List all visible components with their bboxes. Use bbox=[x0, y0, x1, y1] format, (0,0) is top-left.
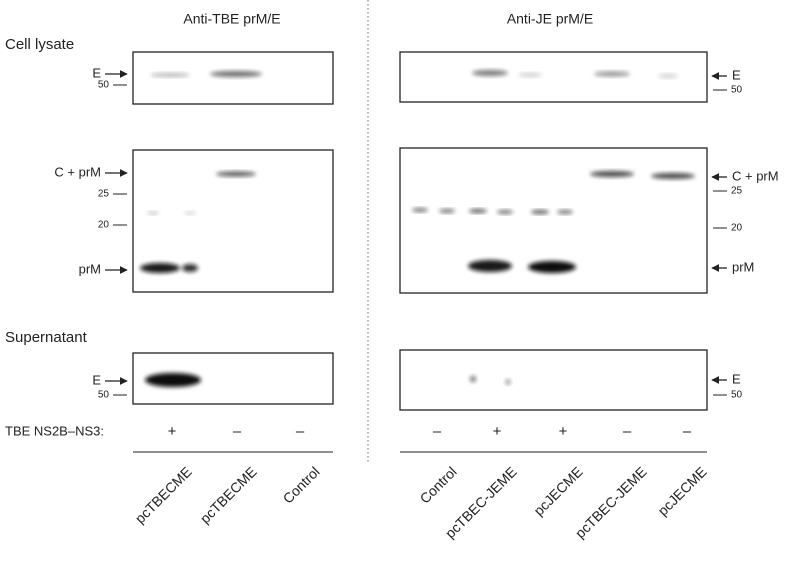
marker-label: 50 bbox=[98, 80, 110, 91]
marker-label: 50 bbox=[731, 390, 743, 401]
section-label: Cell lysate bbox=[5, 36, 74, 53]
ns3-sign: + bbox=[493, 423, 502, 440]
band-label: E bbox=[92, 372, 101, 387]
ns3-sign: – bbox=[623, 423, 632, 440]
marker-label: 50 bbox=[98, 390, 110, 401]
ns3-sign: – bbox=[683, 423, 692, 440]
band-label: E bbox=[732, 371, 741, 386]
band-label: E bbox=[92, 65, 101, 80]
band-label: prM bbox=[732, 259, 754, 274]
panel-title: Anti-TBE prM/E bbox=[183, 11, 280, 27]
lane-label: Control bbox=[280, 463, 323, 506]
ns3-sign: + bbox=[559, 423, 568, 440]
panel-title: Anti-JE prM/E bbox=[507, 11, 593, 27]
ns3-label: TBE NS2B–NS3: bbox=[5, 423, 104, 438]
band-label: C + prM bbox=[54, 164, 101, 179]
bands bbox=[140, 70, 695, 387]
band-label: C + prM bbox=[732, 168, 779, 183]
lane-label: pcTBECME bbox=[197, 463, 260, 526]
marker-label: 20 bbox=[731, 223, 743, 234]
marker-label: 25 bbox=[98, 189, 110, 200]
ns3-sign: – bbox=[433, 423, 442, 440]
blot bbox=[399, 51, 708, 103]
band-label: E bbox=[732, 67, 741, 82]
ns3-sign: – bbox=[296, 423, 305, 440]
marker-label: 50 bbox=[731, 85, 743, 96]
lane-label: Control bbox=[417, 463, 460, 506]
ns3-sign: + bbox=[168, 423, 177, 440]
lane-label: pcJECME bbox=[654, 463, 709, 518]
section-label: Supernatant bbox=[5, 329, 88, 346]
band-label: prM bbox=[79, 261, 101, 276]
blot bbox=[399, 349, 708, 411]
ns3-sign: – bbox=[233, 423, 242, 440]
lane-label: pcTBECME bbox=[132, 463, 195, 526]
marker-label: 25 bbox=[731, 186, 743, 197]
lane-label: pcJECME bbox=[530, 463, 585, 518]
marker-label: 20 bbox=[98, 220, 110, 231]
blot bbox=[132, 51, 334, 105]
